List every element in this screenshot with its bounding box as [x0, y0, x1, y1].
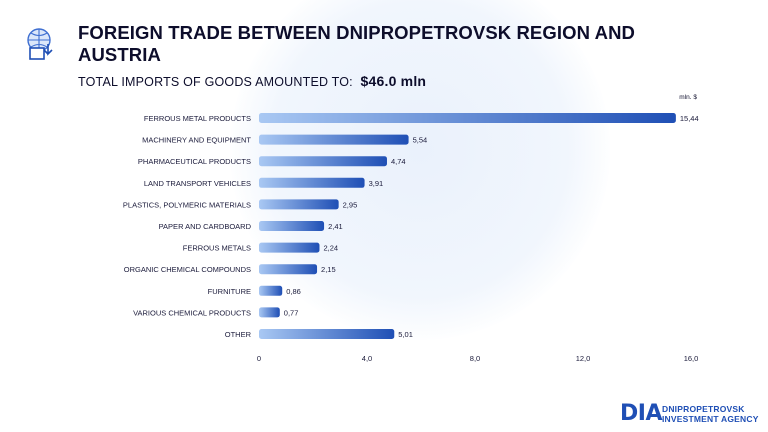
background-glow [230, 0, 610, 340]
bar [259, 221, 325, 231]
unit-label: mln. $ [679, 94, 697, 101]
value-label: 4,74 [391, 157, 406, 166]
page-subtitle: TOTAL IMPORTS OF GOODS AMOUNTED TO: $46.… [78, 73, 426, 89]
x-tick-label: 12,0 [576, 354, 591, 363]
bar [259, 242, 320, 253]
category-label: FURNITURE [208, 287, 251, 296]
dia-logo: DIA DNIPROPETROVSK INVESTMENT AGENCY [620, 402, 760, 428]
category-label: ORGANIC CHEMICAL COMPOUNDS [124, 265, 251, 274]
value-label: 3,91 [369, 179, 384, 188]
value-label: 5,01 [398, 330, 413, 339]
x-tick-label: 4,0 [362, 354, 372, 363]
category-label: FERROUS METALS [183, 244, 251, 253]
category-label: PHARMACEUTICAL PRODUCTS [138, 157, 251, 166]
logo-mark: DIA [620, 401, 662, 426]
category-label: FERROUS METAL PRODUCTS [144, 114, 251, 123]
subtitle-label: TOTAL IMPORTS OF GOODS AMOUNTED TO: [78, 75, 353, 89]
value-label: 0,86 [286, 287, 301, 296]
x-tick-label: 0 [257, 354, 261, 363]
bar [259, 113, 676, 123]
x-tick-label: 16,0 [684, 354, 699, 363]
bar [259, 156, 387, 167]
logo-line-1: DNIPROPETROVSK [662, 404, 745, 414]
x-tick-label: 8,0 [470, 354, 480, 363]
bar [259, 134, 409, 145]
subtitle-amount: $46.0 mln [360, 73, 427, 89]
value-label: 5,54 [413, 136, 428, 145]
logo-text: DNIPROPETROVSK INVESTMENT AGENCY [662, 404, 759, 424]
page-title: FOREIGN TRADE BETWEEN DNIPROPETROVSK REG… [78, 22, 635, 65]
category-label: PAPER AND CARDBOARD [159, 222, 252, 231]
bar [259, 199, 339, 210]
bar [259, 329, 395, 339]
category-label: VARIOUS CHEMICAL PRODUCTS [133, 308, 251, 317]
bar [259, 285, 283, 296]
bar [259, 264, 318, 275]
value-label: 2,95 [343, 200, 358, 209]
bar [259, 177, 365, 188]
category-label: PLASTICS, POLYMERIC MATERIALS [123, 200, 251, 209]
value-label: 2,24 [323, 244, 338, 253]
category-label: OTHER [225, 330, 252, 339]
value-label: 15,44 [680, 114, 699, 123]
value-label: 0,77 [284, 308, 299, 317]
category-label: LAND TRANSPORT VEHICLES [144, 179, 251, 188]
bar [259, 307, 280, 318]
globe-trade-icon [27, 28, 53, 60]
value-label: 2,41 [328, 222, 343, 231]
logo-line-2: INVESTMENT AGENCY [662, 414, 759, 424]
value-label: 2,15 [321, 265, 336, 274]
category-label: MACHINERY AND EQUIPMENT [142, 136, 251, 145]
